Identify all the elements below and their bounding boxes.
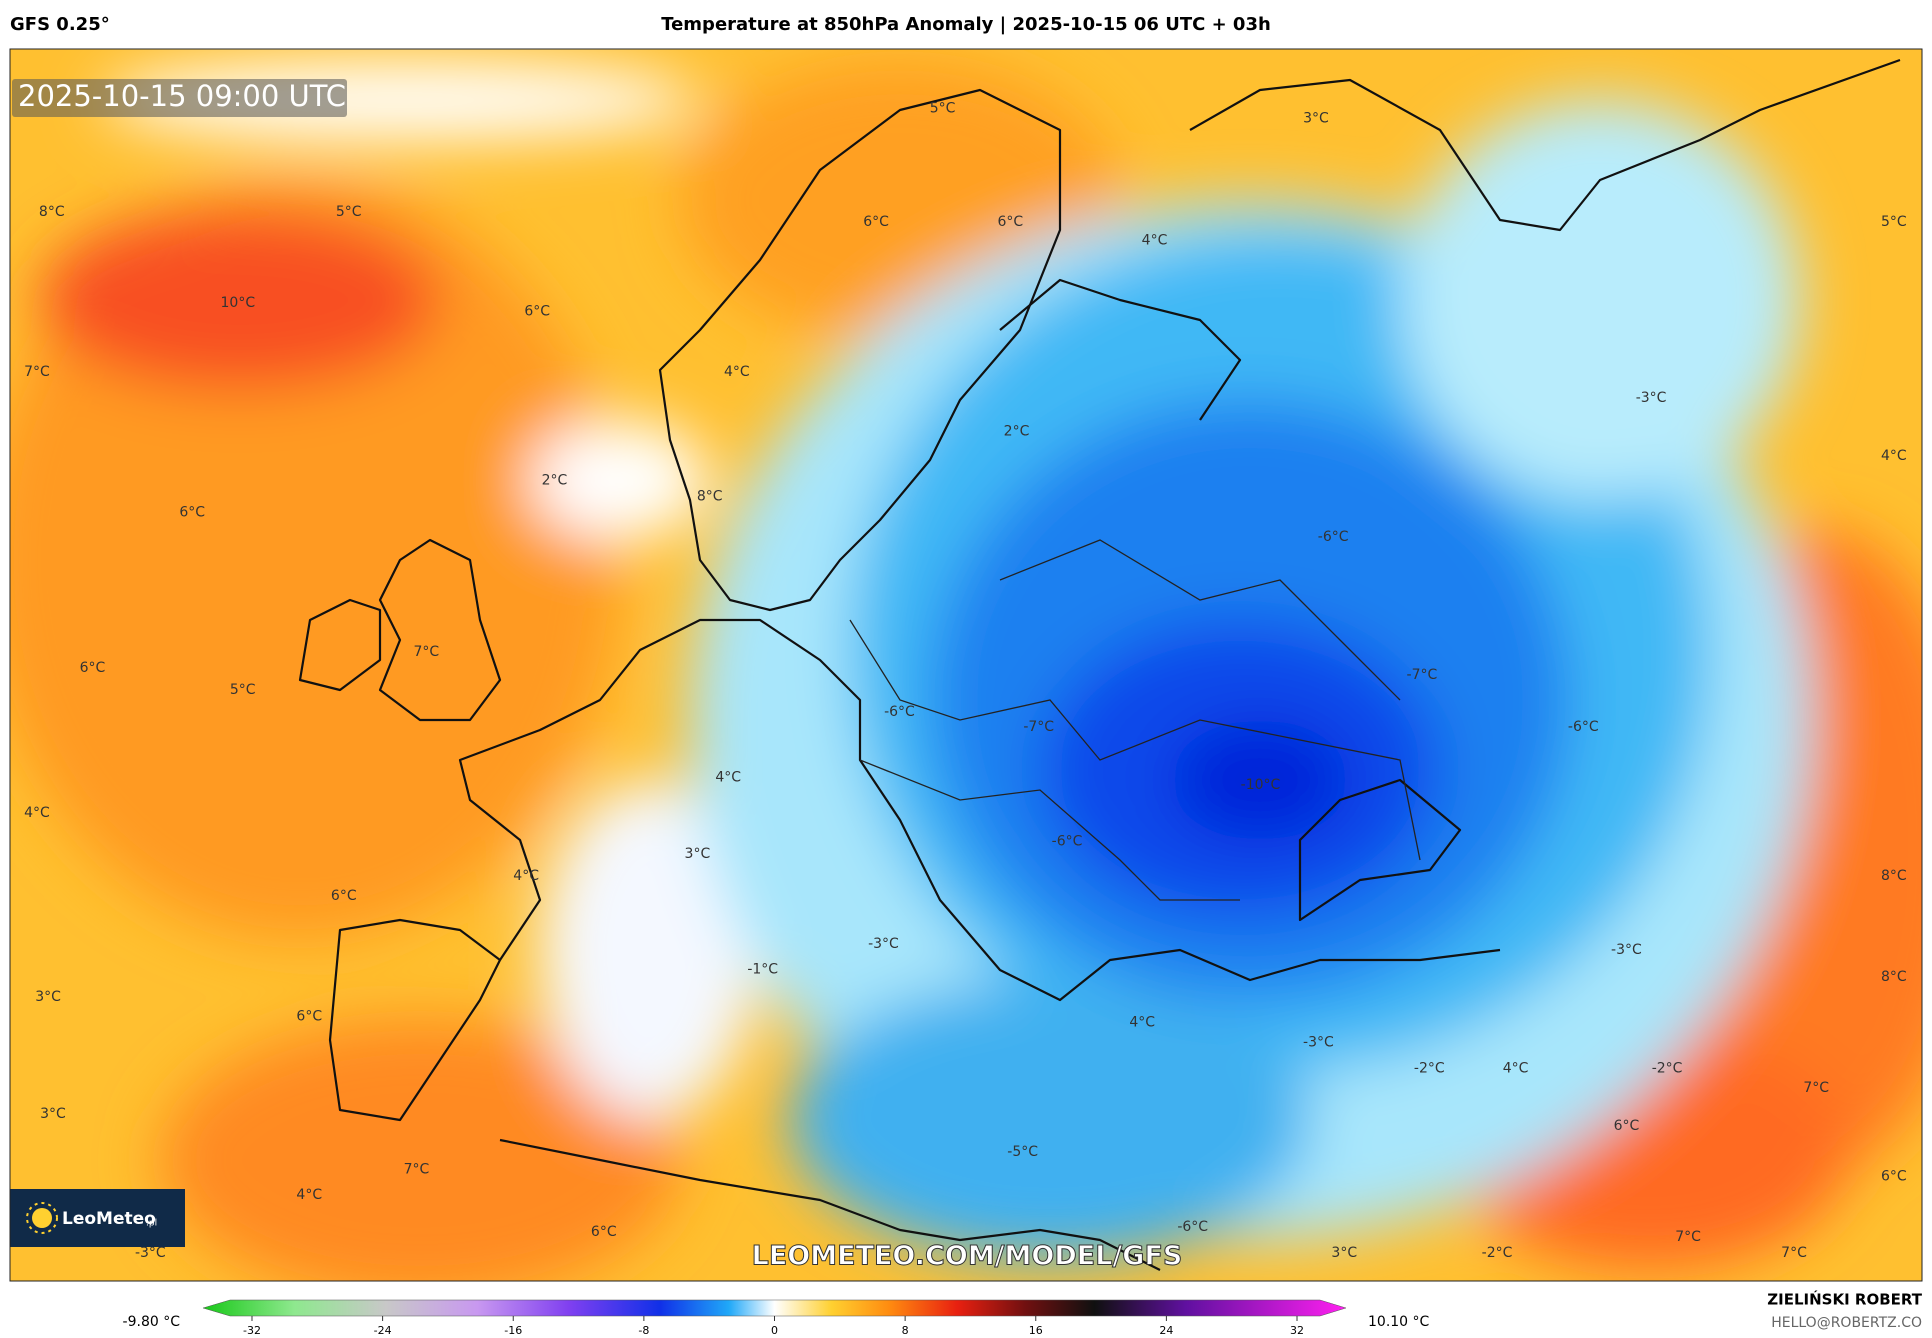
contour-label: -7°C (1023, 719, 1054, 735)
contour-label: 4°C (513, 868, 539, 884)
contour-label: 4°C (1129, 1015, 1155, 1031)
contour-label: -6°C (1568, 719, 1599, 735)
contour-label: 3°C (1303, 110, 1329, 126)
coastline (499, 1138, 1161, 1271)
contour-label: 6°C (296, 1009, 322, 1025)
contour-label: 6°C (524, 304, 550, 320)
logo-name: LeoMeteo (62, 1209, 156, 1229)
coastline (1189, 58, 1901, 232)
contour-label: 7°C (24, 364, 50, 380)
contour-label: 6°C (80, 660, 106, 676)
coastline (328, 918, 502, 1122)
colorbar-tick-label: -24 (374, 1324, 392, 1337)
colorbar-tick-label: 0 (771, 1324, 778, 1337)
contour-label: 6°C (591, 1224, 617, 1240)
contour-labels: 5°C 3°C 8°C 5°C 6°C 6°C 4°C 5°C 10°C 6°C 7°C 4°C -3°… (24, 100, 1907, 1261)
contour-label: 5°C (230, 682, 256, 698)
contour-label: -6°C (884, 704, 915, 720)
contour-label: 8°C (1881, 868, 1907, 884)
map-frame (9, 48, 1923, 1282)
contour-label: -2°C (1652, 1060, 1683, 1076)
contour-label: 6°C (179, 505, 205, 521)
logo-suffix: .pl (146, 1219, 157, 1229)
timestamp-box (12, 79, 347, 117)
coastline (658, 88, 1062, 612)
contour-label: 3°C (1331, 1245, 1357, 1261)
contour-label: 6°C (331, 888, 357, 904)
contour-label: 3°C (40, 1106, 66, 1122)
coastline (298, 598, 382, 692)
contour-label: -5°C (1007, 1144, 1038, 1160)
contour-label: 4°C (296, 1187, 322, 1203)
contour-label: -2°C (1482, 1245, 1513, 1261)
contour-label: 3°C (35, 989, 61, 1005)
border (999, 539, 1401, 701)
contour-label: 4°C (1881, 448, 1907, 464)
contour-label: 5°C (336, 204, 362, 220)
contour-label: 2°C (1004, 423, 1030, 439)
contour-label: 7°C (1675, 1229, 1701, 1245)
colorbar-tick-label: -16 (504, 1324, 522, 1337)
coastline (999, 278, 1242, 421)
contour-label: -6°C (1318, 529, 1349, 545)
contour-label: -3°C (1636, 390, 1667, 406)
contour-label: 4°C (715, 769, 741, 785)
colorbar-tick-label: 24 (1159, 1324, 1173, 1337)
contour-label: -6°C (1052, 834, 1083, 850)
contour-label: 4°C (24, 805, 50, 821)
contour-label: 6°C (1881, 1169, 1907, 1185)
contour-label: 4°C (1142, 232, 1168, 248)
contour-label: -3°C (868, 936, 899, 952)
logo-rays (26, 1202, 58, 1234)
colorbar-tick-label: 8 (902, 1324, 909, 1337)
contour-label: -1°C (747, 962, 778, 978)
contour-label: -2°C (1414, 1060, 1445, 1076)
logo-sun (32, 1208, 52, 1228)
map: 5°C 3°C 8°C 5°C 6°C 6°C 4°C 5°C 10°C 6°C 7°C 4°C -3°… (10, 49, 1922, 1281)
contour-label: 10°C (221, 295, 256, 311)
colorbar (202, 1299, 1347, 1317)
coastline (1298, 778, 1462, 922)
contour-label: 6°C (998, 214, 1024, 230)
watermark: LEOMETEO.COM/MODEL/GFS (752, 1241, 1183, 1272)
contour-label: -10°C (1241, 777, 1281, 793)
contour-label: -7°C (1407, 667, 1438, 683)
contour-label: 8°C (1881, 969, 1907, 985)
contour-label: -6°C (1177, 1219, 1208, 1235)
contour-label: 5°C (1881, 214, 1907, 230)
contour-label: 8°C (697, 489, 723, 505)
contour-label: -3°C (135, 1245, 166, 1261)
coastline (378, 538, 502, 722)
colorbar-tick-label: -32 (243, 1324, 261, 1337)
map-title: Temperature at 850hPa Anomaly | 2025-10-… (661, 14, 1271, 35)
contour-label: 5°C (930, 100, 956, 116)
border (849, 619, 1421, 861)
min-label: -9.80 °C (123, 1314, 181, 1330)
contour-label: 7°C (1781, 1245, 1807, 1261)
colorbar-tick-label: 32 (1290, 1324, 1304, 1337)
contour-label: 4°C (1503, 1060, 1529, 1076)
email: HELLO@ROBERTZ.CO (1771, 1315, 1922, 1331)
contour-label: -3°C (1303, 1034, 1334, 1050)
colorbar-tick-label: 16 (1029, 1324, 1043, 1337)
contour-label: 2°C (542, 473, 568, 489)
author: ZIELIŃSKI ROBERT (1767, 1290, 1922, 1309)
colorbar-ticks: -32 -24 -16 -8 0 8 16 24 32 (243, 1316, 1304, 1337)
colorbar-tick-label: -8 (638, 1324, 649, 1337)
contour-label: 7°C (1803, 1080, 1829, 1096)
timestamp: 2025-10-15 09:00 UTC (18, 79, 346, 113)
contour-label: 4°C (724, 364, 750, 380)
contour-label: 3°C (685, 846, 711, 862)
contour-label: 8°C (39, 204, 65, 220)
contour-label: -3°C (1611, 942, 1642, 958)
max-label: 10.10 °C (1368, 1314, 1430, 1330)
contour-label: 6°C (1614, 1118, 1640, 1134)
contour-label: 6°C (863, 214, 889, 230)
contour-label: 7°C (404, 1161, 430, 1177)
border (859, 759, 1240, 901)
coastline (458, 618, 1501, 1002)
model-name: GFS 0.25° (10, 14, 110, 35)
contour-label: 7°C (413, 644, 439, 660)
